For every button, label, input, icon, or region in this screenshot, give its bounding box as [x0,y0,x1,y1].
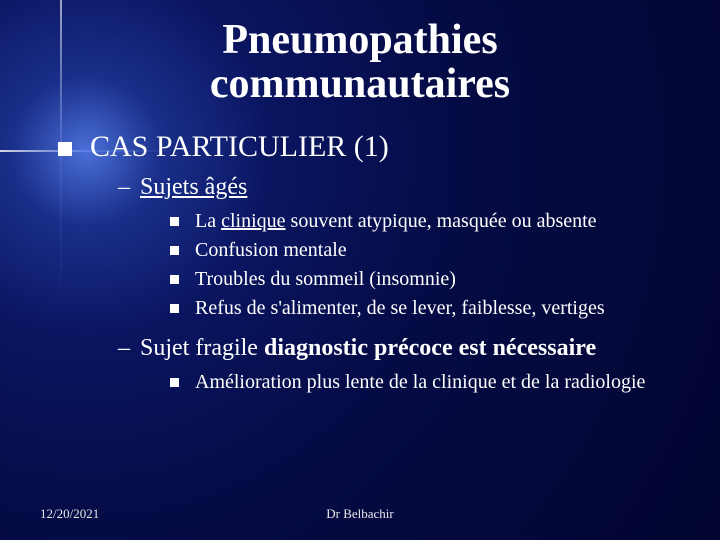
sub2-items: Amélioration plus lente de la clinique e… [170,370,690,395]
square-bullet-icon [58,142,72,156]
item-text: Amélioration plus lente de la clinique e… [195,370,645,395]
item-text: Refus de s'alimenter, de se lever, faibl… [195,296,605,321]
square-bullet-icon [170,246,179,255]
heading-text: CAS PARTICULIER (1) [90,130,389,164]
list-item: Troubles du sommeil (insomnie) [170,267,690,292]
sub2-bold: diagnostic précoce est nécessaire [258,335,596,361]
subheading-2: – Sujet fragile diagnostic précoce est n… [118,335,690,362]
square-bullet-icon [170,217,179,226]
subheading-1: – Sujets âgés [118,174,690,201]
item-text: Confusion mentale [195,238,347,263]
item-underlined: clinique [221,210,285,232]
square-bullet-icon [170,378,179,387]
sub2-label: Sujet fragile [140,335,258,361]
list-item: Confusion mentale [170,238,690,263]
footer-date: 12/20/2021 [40,506,99,522]
list-item: Amélioration plus lente de la clinique e… [170,370,690,395]
list-item: Refus de s'alimenter, de se lever, faibl… [170,296,690,321]
square-bullet-icon [170,304,179,313]
square-bullet-icon [170,275,179,284]
item-prefix: La [195,210,221,232]
title-line-2: communautaires [210,61,510,107]
title-line-1: Pneumopathies [222,17,497,63]
dash-icon: – [118,335,130,362]
slide-container: Pneumopathies communautaires CAS PARTICU… [0,0,720,540]
sub1-items: La clinique souvent atypique, masquée ou… [170,209,690,321]
item-text: La clinique souvent atypique, masquée ou… [195,209,597,234]
item-rest: souvent atypique, masquée ou absente [286,210,597,232]
dash-icon: – [118,174,130,201]
subheading-2-text: Sujet fragile diagnostic précoce est néc… [140,335,596,362]
subheading-1-text: Sujets âgés [140,174,247,201]
list-item: La clinique souvent atypique, masquée ou… [170,209,690,234]
footer: 12/20/2021 Dr Belbachir [0,506,720,522]
item-text: Troubles du sommeil (insomnie) [195,267,456,292]
footer-author: Dr Belbachir [326,506,394,522]
slide-title: Pneumopathies communautaires [30,18,690,106]
heading-row: CAS PARTICULIER (1) [58,130,690,164]
